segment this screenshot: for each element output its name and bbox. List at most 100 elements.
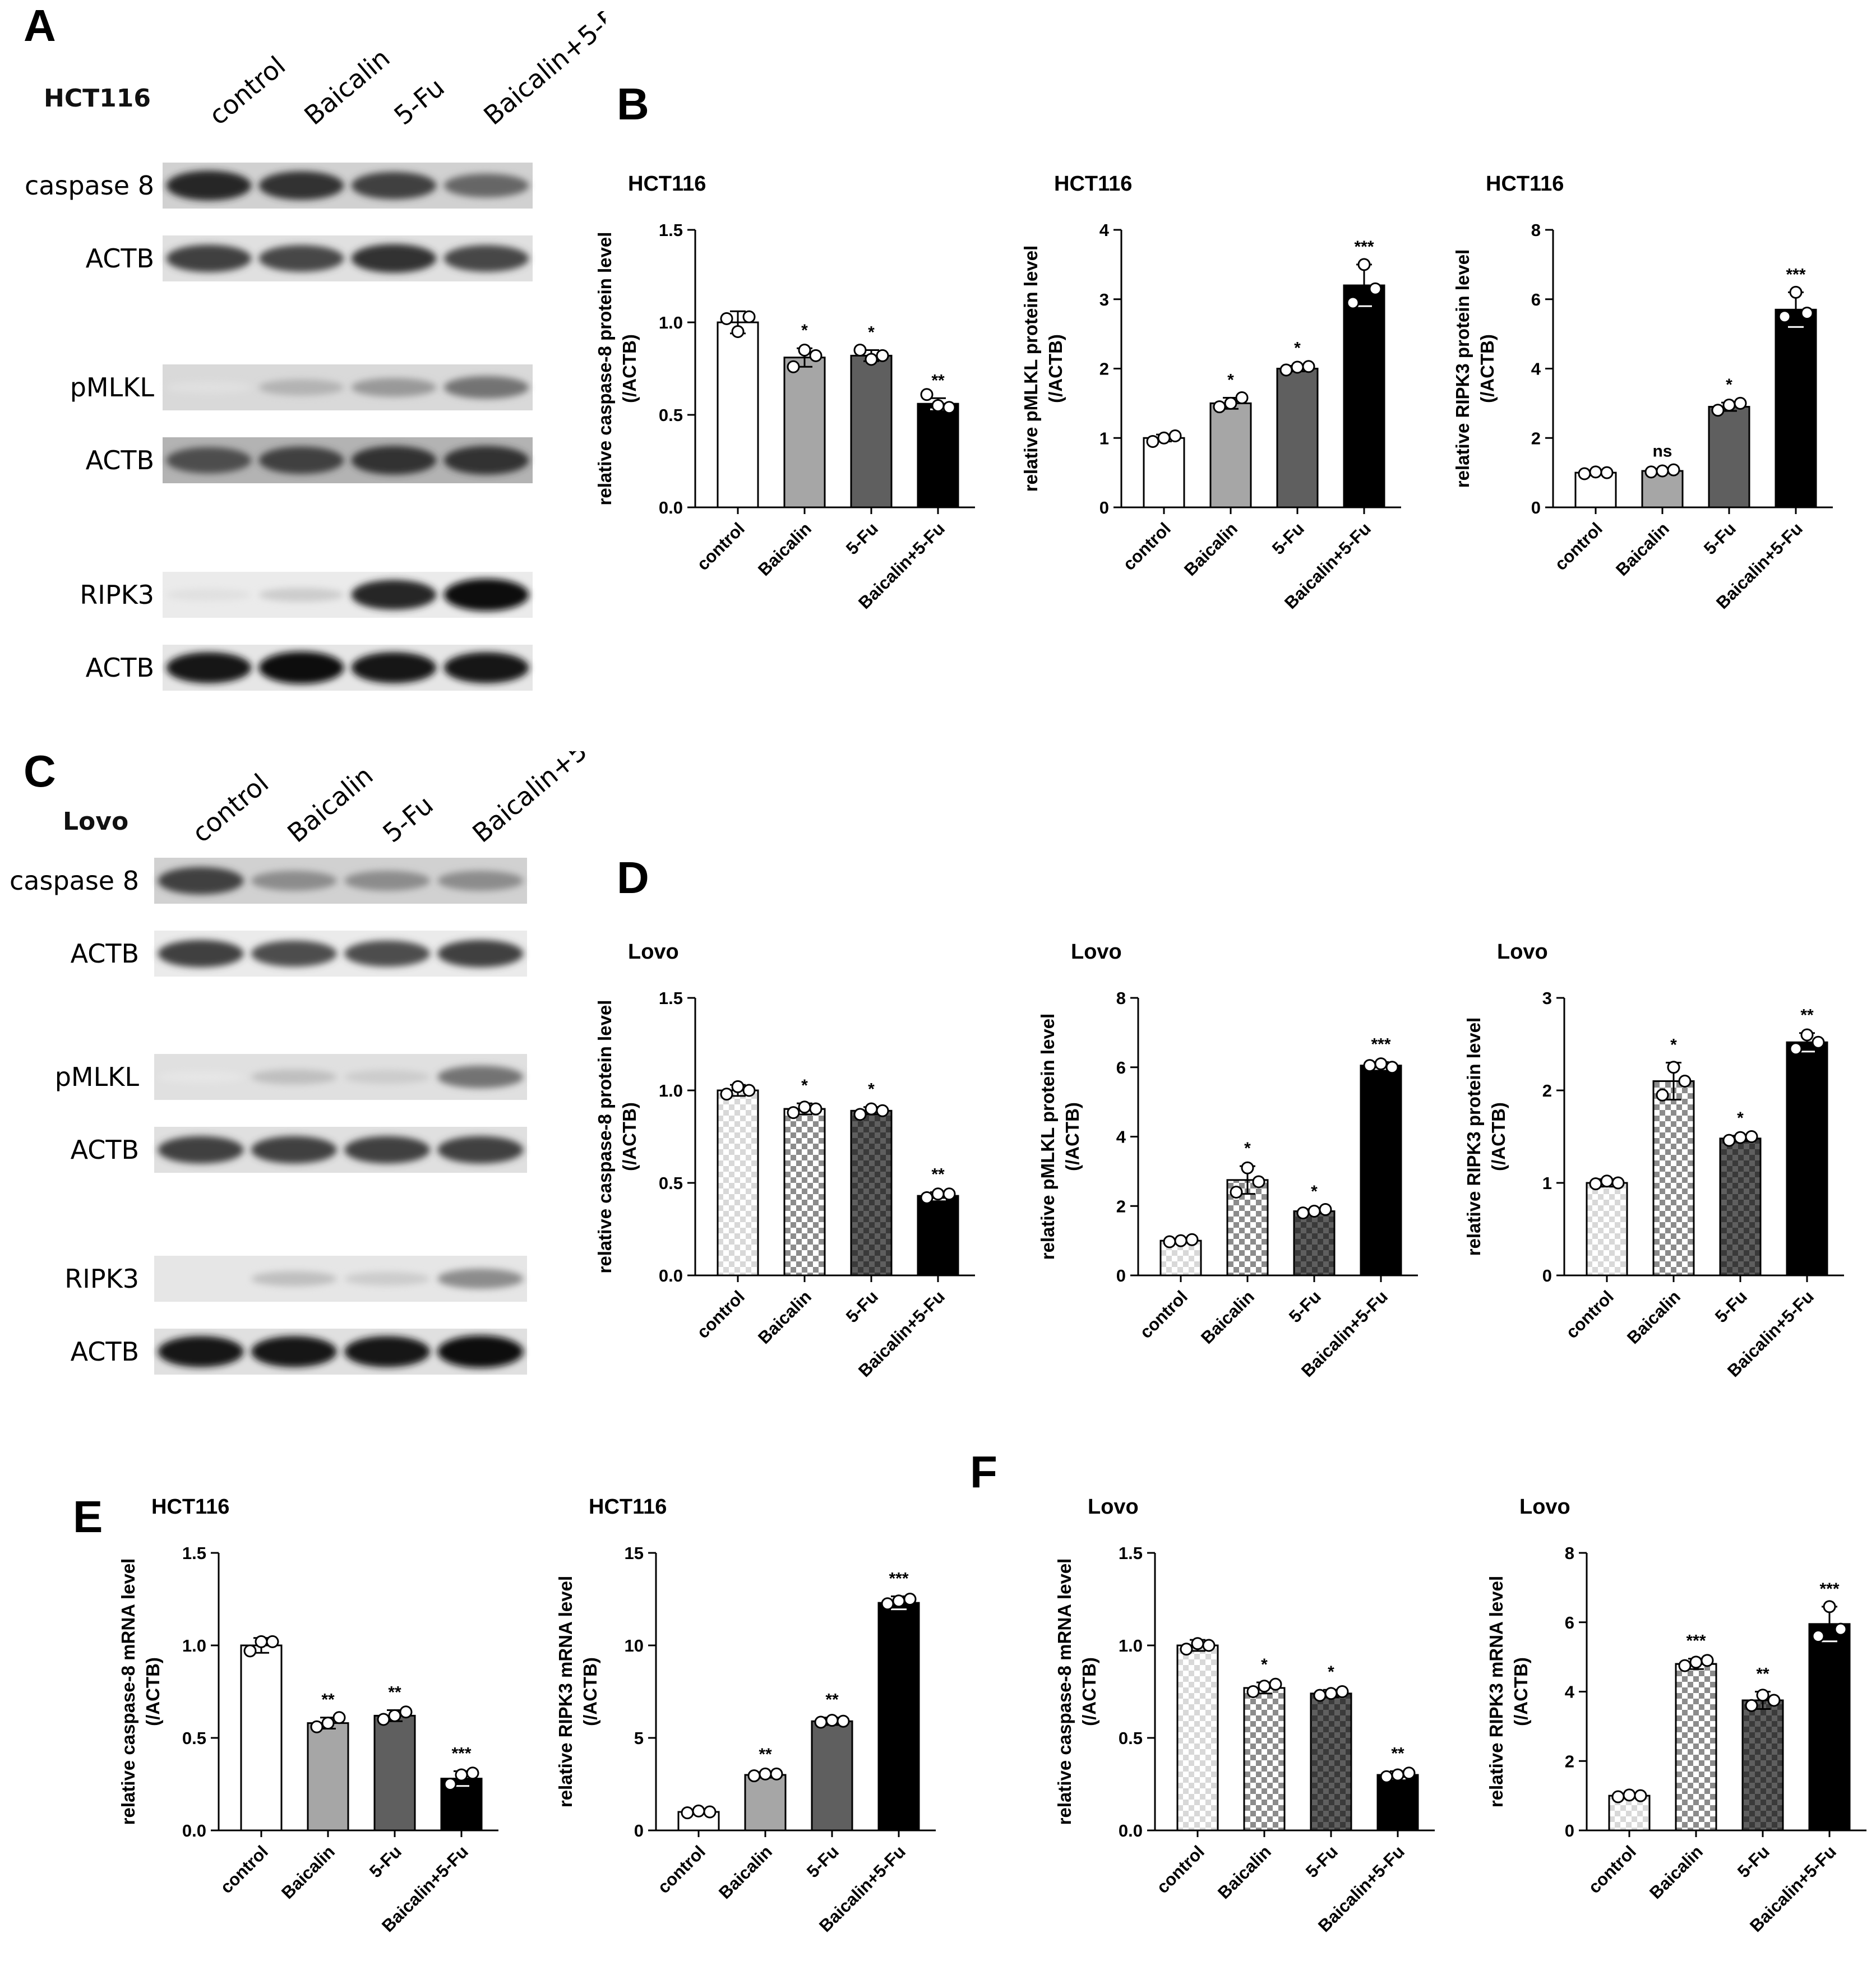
data-point [703,1805,717,1819]
x-category-label: control [216,1842,272,1897]
data-point [731,325,745,338]
data-point [1789,285,1803,299]
blot-band [258,171,344,200]
data-point [1745,1699,1758,1712]
bar [1675,1663,1717,1832]
y-tick-label: 2 [1531,428,1541,448]
blot-row [163,235,533,281]
bar [1786,1041,1828,1277]
chart-title: Lovo [1071,940,1122,964]
y-tick-label: 0 [634,1821,644,1840]
blot-band [443,245,529,272]
y-tick-label: 1.0 [659,1081,683,1100]
data-point [853,1108,867,1121]
blot-band [443,579,529,611]
y-tick-label: 2 [1099,359,1109,379]
chart-hct116-caspase8-protein: HCT116 relative caspase-8 protein level (/… [594,172,975,613]
y-tick-label: 6 [1531,290,1541,309]
chart-lovo-pmlkl-protein: Lovo relative pMLKL protein level (/ACTB) 0… [1037,940,1418,1381]
y-tick-label: 6 [1565,1613,1574,1632]
blot-row [163,163,533,209]
data-point [1734,396,1747,410]
blot-row-label: caspase 8 [25,170,154,201]
y-tick-label: 15 [625,1543,644,1563]
significance-label: *** [1354,238,1374,256]
y-axis-unit: (/ACTB) [1062,1102,1083,1171]
y-tick-label: 1.5 [182,1543,206,1563]
data-point [1800,307,1814,320]
data-point [942,1187,956,1201]
chart-title: HCT116 [151,1495,229,1519]
y-axis-label: relative caspase-8 mRNA level [118,1558,138,1825]
data-point [787,360,800,373]
data-point [1279,363,1293,377]
data-point [1252,1175,1265,1188]
chart-lovo-ripk3-protein: Lovo relative RIPK3 protein level (/ACTB) 0… [1463,940,1844,1381]
significance-label: * [1244,1139,1251,1158]
bar [1719,1137,1762,1277]
data-point [747,1769,761,1783]
bar [850,1109,893,1277]
blot-lane-label: Baicalin [281,760,378,849]
blot-band [258,245,344,272]
data-point [809,1102,823,1116]
blot-band [443,173,529,198]
x-category-label: Baicalin [1646,1842,1707,1903]
y-axis-label: relative caspase-8 protein level [594,1000,615,1274]
significance-label: * [801,1076,808,1095]
blot-row-label: caspase 8 [10,866,139,896]
data-point [787,1106,800,1120]
data-point [1202,1639,1216,1652]
x-category-label: control [1551,519,1606,574]
y-axis-label: relative pMLKL protein level [1037,1014,1058,1260]
bar [1586,1182,1628,1277]
blot-row-label: ACTB [86,653,154,683]
blot-band [351,580,437,610]
y-axis-label: relative RIPK3 mRNA level [1486,1576,1507,1807]
data-point [1678,1659,1692,1672]
blot-band [344,940,431,967]
data-point [243,1644,257,1658]
data-point [770,1767,783,1780]
significance-label: *** [1371,1035,1390,1053]
blot-row [154,931,527,977]
data-point [876,349,889,362]
data-point [837,1714,850,1728]
x-category-label: control [693,519,748,574]
x-category-label: 5-Fu [842,1287,882,1326]
data-point [759,1767,772,1780]
x-category-label: 5-Fu [1268,519,1308,558]
y-tick-label: 0 [1531,498,1541,517]
blot-band [158,1071,244,1083]
blot-band [251,1271,337,1287]
data-point [1291,360,1304,374]
x-category-label: Baicalin [1612,519,1673,580]
x-category-label: control [1136,1287,1191,1342]
significance-label: *** [889,1570,908,1588]
blot-band [443,446,529,475]
chart-title: Lovo [1088,1495,1139,1519]
data-point [1380,1770,1393,1783]
data-point [720,1088,733,1101]
data-point [1789,1042,1803,1056]
data-point [1600,1174,1614,1188]
blot-band [344,1336,431,1367]
blot-row-label: ACTB [86,445,154,475]
x-category-label: 5-Fu [1302,1842,1342,1881]
data-point [1302,360,1315,373]
data-point [332,1711,346,1724]
data-point [1756,1689,1769,1702]
data-point [1296,1206,1310,1220]
blot-band [437,940,524,968]
data-point [266,1635,279,1648]
bar [1143,437,1185,508]
x-category-label: Baicalin [1623,1287,1684,1348]
blot-band [158,867,244,895]
data-point [1711,404,1725,417]
data-point [881,1597,894,1611]
data-point [809,349,823,362]
blot-lane-label: Baicalin+5-Fu [466,751,606,848]
blot-band [437,1269,524,1289]
blot-lane-label: 5-Fu [377,789,439,848]
x-category-label: 5-Fu [1700,519,1740,558]
